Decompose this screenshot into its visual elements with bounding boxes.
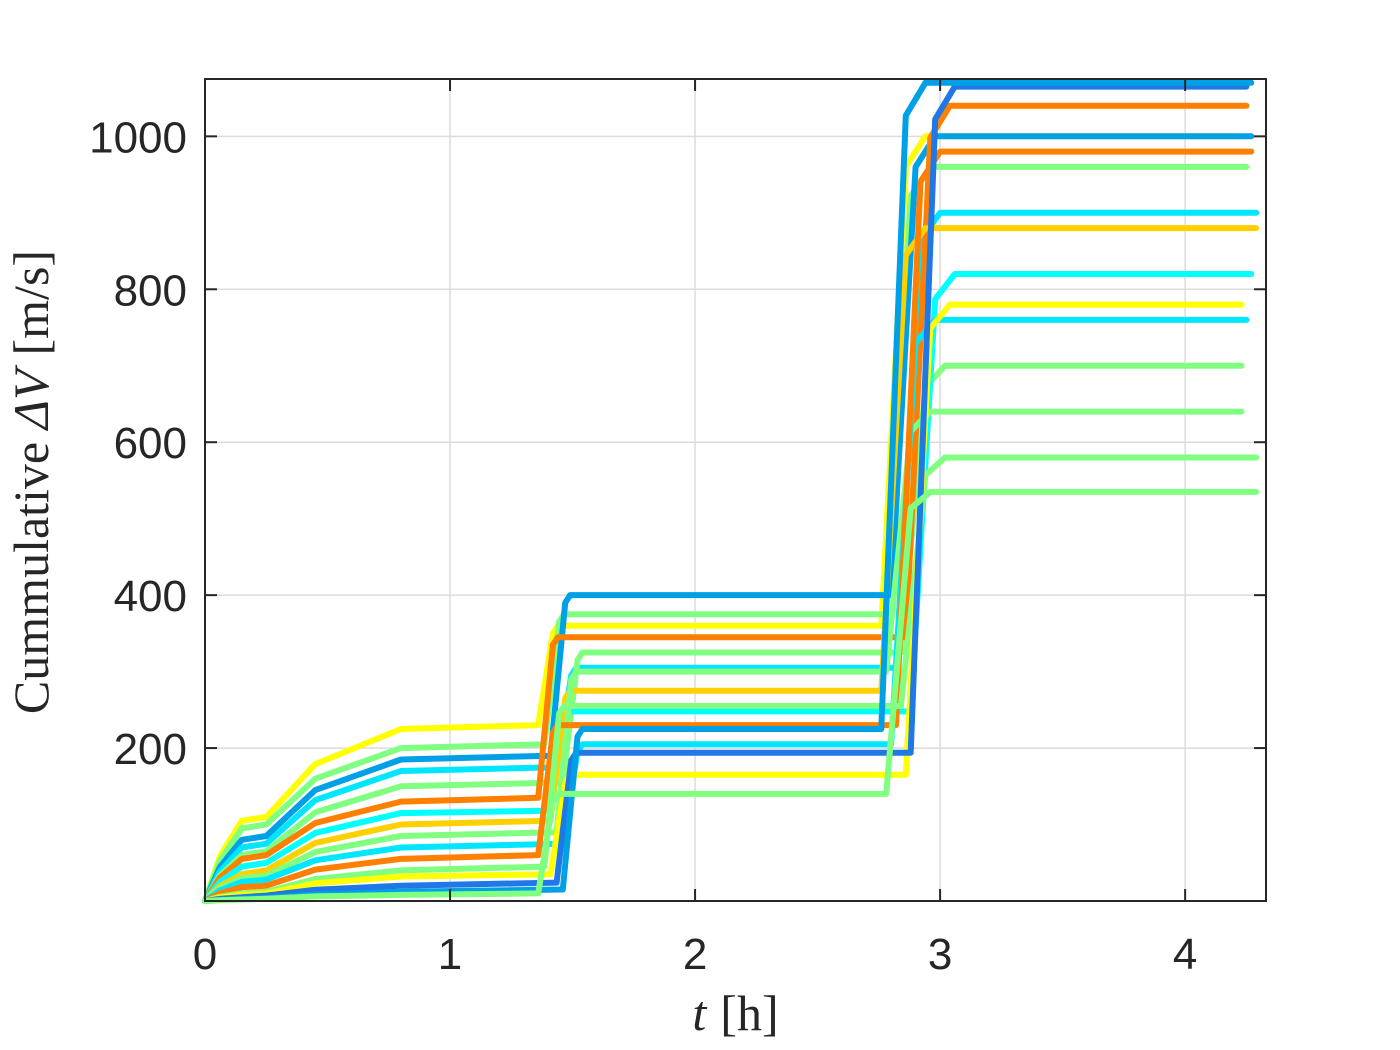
ticks: 0 1 2 3 4 200 400 600 800 1000 <box>89 79 1266 979</box>
plot-frame <box>204 78 1267 902</box>
y-axis-prefix: Cummulative <box>3 429 59 714</box>
y-tick-label: 200 <box>114 725 187 774</box>
x-tick-label: 0 <box>193 930 217 979</box>
x-tick-label: 4 <box>1173 930 1197 979</box>
y-tick-label: 1000 <box>89 113 187 162</box>
x-axis-variable: t <box>692 985 707 1041</box>
y-tick-label: 400 <box>114 572 187 621</box>
y-axis-unit: [m/s] <box>3 250 59 356</box>
y-tick-label: 600 <box>114 419 187 468</box>
series-line <box>202 488 1260 904</box>
series-line <box>202 148 1255 904</box>
x-tick-label: 1 <box>438 930 462 979</box>
x-axis-unit: [h] <box>720 985 778 1041</box>
x-axis-label: t [h] <box>692 985 778 1041</box>
x-tick-label: 3 <box>928 930 952 979</box>
y-tick-label: 800 <box>114 266 187 315</box>
series-line <box>202 102 1250 904</box>
x-tick-label: 2 <box>683 930 707 979</box>
series-layer <box>202 79 1260 904</box>
y-axis-variable: ΔV <box>3 364 59 431</box>
y-axis-label: Cummulative ΔV [m/s] <box>3 250 59 714</box>
